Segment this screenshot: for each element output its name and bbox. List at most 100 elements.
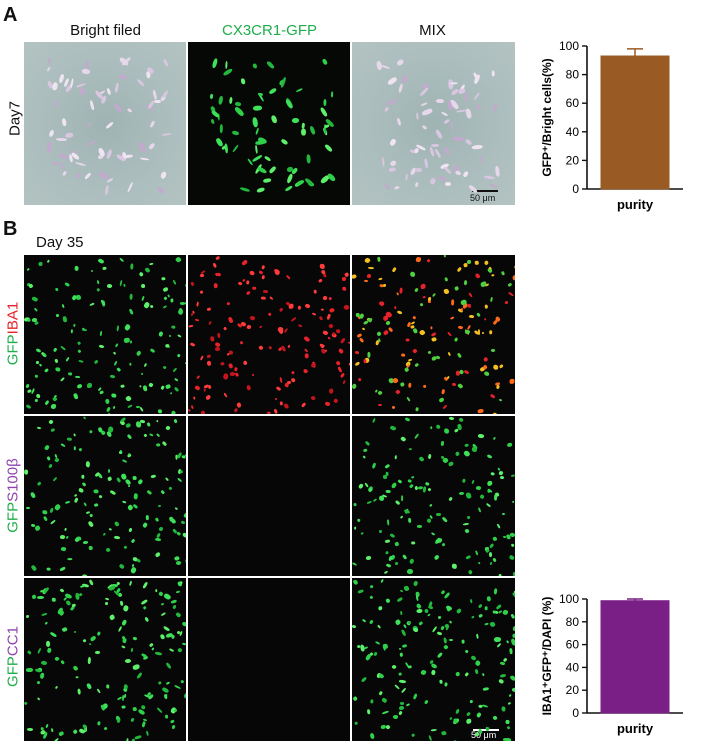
cell-mark <box>172 604 177 609</box>
cell-mark <box>513 265 515 269</box>
cell-mark <box>130 648 134 653</box>
cell-mark <box>300 401 307 408</box>
cell-mark <box>415 406 420 412</box>
cell-mark <box>75 675 79 679</box>
cell-mark <box>233 408 239 414</box>
cell-mark <box>451 382 457 387</box>
cell-mark <box>73 433 77 437</box>
cell-mark <box>184 281 186 288</box>
cell-mark <box>254 144 258 154</box>
cell-mark <box>477 603 483 609</box>
cell-mark <box>279 377 283 384</box>
cell-mark <box>455 109 466 113</box>
cell-mark <box>406 363 411 369</box>
cell-mark <box>64 500 70 505</box>
cell-mark <box>399 610 403 615</box>
cell-mark <box>436 424 441 430</box>
cell-mark <box>267 312 272 317</box>
cell-mark <box>388 424 396 431</box>
cell-mark <box>142 521 149 528</box>
cell-mark <box>72 729 78 735</box>
cell-mark <box>126 182 134 193</box>
cell-mark <box>96 287 101 292</box>
cell-mark <box>176 531 182 537</box>
row-label-green: GFP <box>4 656 22 687</box>
cell-mark <box>306 154 311 164</box>
cell-mark <box>129 362 132 366</box>
cell-mark <box>348 362 350 367</box>
cell-mark <box>432 554 440 561</box>
cell-mark <box>228 97 234 105</box>
cell-mark <box>466 515 471 520</box>
cell-mark <box>511 687 515 694</box>
cell-mark <box>312 289 317 294</box>
cell-mark <box>324 143 334 154</box>
cell-mark <box>397 83 404 94</box>
cell-mark <box>410 475 414 479</box>
cell-mark <box>494 165 500 177</box>
cell-mark <box>105 148 113 160</box>
cell-mark <box>261 296 267 301</box>
cell-mark <box>455 671 461 676</box>
cell-mark <box>405 337 411 342</box>
cell-mark <box>97 495 102 499</box>
cell-mark <box>104 398 111 405</box>
cell-mark <box>279 400 284 406</box>
cell-mark <box>123 544 129 549</box>
cell-mark <box>93 489 99 495</box>
cell-mark <box>443 591 451 599</box>
cell-mark <box>462 522 469 526</box>
cell-mark <box>370 699 374 704</box>
cell-mark <box>347 341 350 346</box>
cell-mark <box>105 597 110 602</box>
cell-mark <box>510 543 515 549</box>
cell-mark <box>159 171 168 181</box>
cell-mark <box>64 282 71 287</box>
cell-mark <box>508 674 515 682</box>
cell-mark <box>448 461 454 467</box>
cell-mark <box>136 671 143 680</box>
cell-mark <box>87 382 93 388</box>
cell-mark <box>396 117 402 126</box>
row-label-day7: Day7 <box>6 100 24 137</box>
cell-mark <box>465 554 472 560</box>
cell-mark <box>126 107 134 114</box>
cell-mark <box>99 330 103 336</box>
cell-mark <box>475 669 479 675</box>
cell-mark <box>130 717 135 723</box>
y-tick-label: 0 <box>572 182 579 196</box>
cell-mark <box>155 419 159 423</box>
cell-mark <box>155 433 161 438</box>
cell-mark <box>156 186 166 195</box>
cell-mark <box>320 308 324 311</box>
cell-mark <box>26 667 34 672</box>
cell-mark <box>389 532 395 538</box>
cell-mark <box>385 99 397 106</box>
cell-mark <box>172 418 178 424</box>
cell-mark <box>169 719 176 725</box>
cell-mark <box>183 512 186 519</box>
cell-mark <box>492 715 498 721</box>
cell-mark <box>180 679 185 684</box>
cell-mark <box>498 470 504 476</box>
row-label-marker: S100β <box>4 458 22 502</box>
cell-mark <box>326 336 331 341</box>
cell-mark <box>274 397 278 402</box>
cell-mark <box>427 350 432 355</box>
cell-mark <box>188 324 194 328</box>
cell-mark <box>474 261 479 266</box>
cell-mark <box>470 700 474 704</box>
cell-mark <box>320 347 326 354</box>
cell-mark <box>464 528 470 534</box>
cell-mark <box>277 347 283 353</box>
cell-mark <box>502 513 506 516</box>
cell-mark <box>174 385 180 393</box>
cell-mark <box>400 629 407 637</box>
cell-mark <box>501 706 506 712</box>
cell-mark <box>428 146 435 158</box>
x-tick-label: purity <box>617 721 654 736</box>
cell-mark <box>461 640 465 645</box>
cell-mark <box>392 377 399 384</box>
cell-mark <box>104 121 114 130</box>
cell-mark <box>273 408 279 414</box>
